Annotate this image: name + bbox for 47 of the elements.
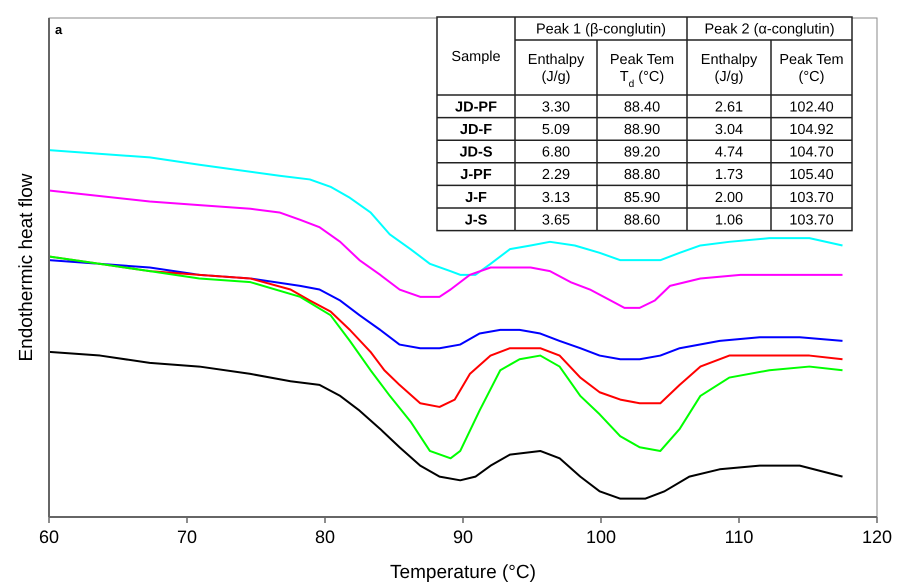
- text: a: [55, 22, 63, 37]
- text: 88.90: [624, 122, 660, 138]
- x-tick-label: 60: [38, 527, 60, 547]
- annotation: 88.60: [624, 212, 660, 228]
- annotation: 6.80: [542, 144, 570, 161]
- annotation: 103.70: [789, 212, 834, 228]
- x-axis-title: Temperature (°C): [390, 562, 536, 583]
- text: 102.40: [789, 99, 834, 116]
- x-tick-label: 100: [586, 527, 616, 547]
- text: JD-F: [460, 122, 492, 138]
- x-tick-label: 120: [862, 527, 892, 547]
- annotation: 2.00: [714, 190, 744, 206]
- text: 5.09: [542, 122, 570, 138]
- annotation: 104.70: [789, 144, 834, 161]
- x-tick-label: 70: [176, 527, 198, 547]
- text: 3.04: [714, 122, 744, 138]
- annotation: 103.70: [789, 190, 834, 206]
- text: Enthalpy (J/g): [528, 52, 584, 85]
- annotation: 105.40: [789, 167, 834, 184]
- y-axis-title: Endothermic heat flow: [16, 173, 37, 362]
- text: 3.30: [542, 99, 570, 116]
- annotation: JD-S: [459, 144, 493, 161]
- text: Peak 1 (β-conglutin): [536, 22, 666, 38]
- text: 104.92: [789, 122, 834, 138]
- annotation: 89.20: [624, 144, 660, 161]
- text: Peak Tem (°C): [779, 52, 844, 85]
- annotation: 85.90: [624, 190, 660, 206]
- text: Enthalpy (J/g): [700, 52, 758, 85]
- annotation: J-F: [465, 190, 488, 206]
- text: Peak 2 (α-conglutin): [704, 22, 835, 38]
- text: 88.40: [624, 99, 660, 116]
- annotation: 1.06: [714, 212, 744, 228]
- annotation: 4.74: [714, 144, 744, 161]
- annotation: J-S: [464, 212, 488, 228]
- annotation: J-PF: [460, 167, 492, 184]
- annotation: 88.80: [624, 167, 660, 184]
- text: Sample: [451, 49, 501, 66]
- annotation: 2.29: [542, 167, 570, 184]
- text: Peak Tem T$_{d}$ (°C): [610, 52, 674, 90]
- text: 2.61: [714, 99, 744, 116]
- text: JD-PF: [455, 99, 497, 116]
- annotation: 3.13: [542, 190, 570, 206]
- annotation: 1.73: [714, 167, 744, 184]
- annotation: 3.65: [542, 212, 570, 228]
- x-tick-label: 110: [724, 527, 754, 547]
- x-tick-label: 90: [452, 527, 474, 547]
- x-tick-label: 80: [314, 527, 336, 547]
